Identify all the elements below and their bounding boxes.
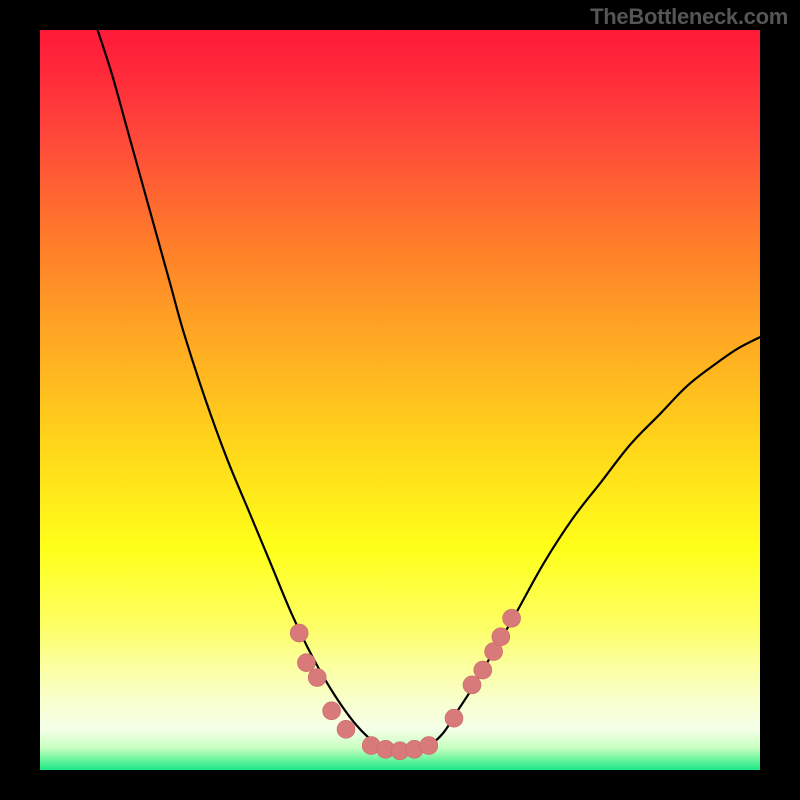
scatter-point xyxy=(445,709,463,727)
scatter-point xyxy=(474,661,492,679)
scatter-point xyxy=(503,609,521,627)
scatter-point xyxy=(323,702,341,720)
plot-background xyxy=(40,30,760,770)
scatter-point xyxy=(420,737,438,755)
scatter-point xyxy=(297,654,315,672)
scatter-point xyxy=(337,720,355,738)
scatter-point xyxy=(308,669,326,687)
chart-svg xyxy=(0,0,800,800)
scatter-point xyxy=(492,628,510,646)
scatter-point xyxy=(290,624,308,642)
watermark-text: TheBottleneck.com xyxy=(590,4,788,30)
chart-root: TheBottleneck.com xyxy=(0,0,800,800)
scatter-point xyxy=(463,676,481,694)
